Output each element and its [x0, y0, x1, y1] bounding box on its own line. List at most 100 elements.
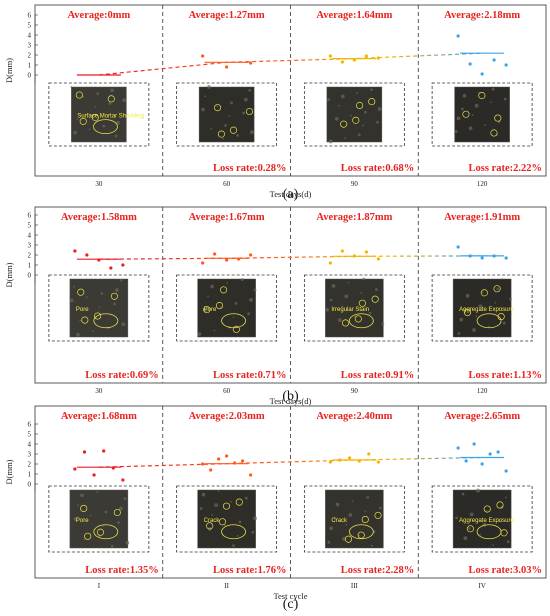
photo-texture	[82, 96, 85, 98]
annotation-ellipse	[348, 524, 374, 540]
defect-marker	[496, 501, 504, 509]
photo-texture	[238, 520, 242, 524]
photo-texture	[338, 104, 340, 107]
photo-texture	[476, 488, 480, 493]
photo-annotation: Pore	[204, 307, 217, 313]
annotation-ellipse	[348, 313, 374, 329]
loss-rate-label: Loss rate:0.69%	[85, 370, 159, 381]
x-axis-label: Test days(d)	[270, 189, 312, 199]
annotation-ellipse	[93, 119, 118, 134]
y-tick-label: 4	[28, 32, 32, 40]
panel-c: 0 1 2 3 4 5 6 D(mm) Average:1.68mm Pore Loss rate:…	[4, 405, 547, 612]
photo-texture	[73, 517, 78, 521]
photo-texture	[247, 312, 251, 316]
photo-texture	[481, 291, 484, 294]
photo-texture	[377, 107, 382, 111]
data-point	[201, 462, 205, 466]
data-point	[492, 254, 496, 258]
loss-rate-label: Loss rate:3.03%	[469, 565, 543, 576]
photo-texture	[114, 134, 118, 138]
x-tick-label: 90	[351, 387, 359, 395]
photo-texture	[362, 277, 366, 281]
data-point	[225, 65, 229, 69]
x-tick-label: I	[98, 582, 101, 590]
data-point	[328, 460, 332, 464]
photo-texture	[236, 534, 239, 537]
defect-marker	[235, 498, 243, 506]
photo-texture	[244, 496, 248, 500]
defect-marker	[84, 532, 92, 540]
photo-texture	[83, 538, 86, 541]
x-tick-label: 120	[477, 180, 488, 188]
photo-texture	[228, 115, 231, 118]
photo-texture	[251, 530, 255, 534]
loss-rate-label: Loss rate:1.76%	[213, 565, 287, 576]
photo-texture	[104, 510, 108, 514]
x-axis-label: Test cycle	[273, 591, 307, 601]
y-tick-label: 6	[28, 421, 32, 429]
data-point	[364, 250, 368, 254]
x-tick-label: 120	[477, 387, 488, 395]
photo-texture	[334, 117, 339, 121]
defect-marker	[80, 504, 88, 512]
y-tick-label: 1	[28, 262, 32, 270]
data-point	[217, 457, 221, 461]
data-point	[328, 54, 332, 58]
photo-texture	[488, 325, 490, 328]
data-point	[376, 56, 380, 60]
defect-marker	[356, 101, 364, 110]
defect-marker	[342, 319, 350, 327]
data-point	[340, 249, 344, 253]
photo-texture	[240, 278, 244, 281]
defect-marker	[358, 299, 366, 307]
y-tick-label: 0	[28, 481, 32, 489]
x-tick-label: 60	[223, 387, 231, 395]
photo-texture	[348, 513, 353, 517]
photo-texture	[224, 124, 227, 127]
y-tick-label: 3	[28, 451, 32, 459]
defect-marker	[480, 289, 488, 297]
photo-texture	[344, 137, 346, 140]
photo-frame	[48, 274, 150, 342]
data-point	[249, 473, 253, 477]
defect-marker	[340, 120, 348, 128]
data-point	[237, 257, 241, 261]
photo-frame	[431, 485, 533, 553]
photo-texture	[368, 311, 372, 315]
photo-texture	[77, 504, 79, 506]
data-point	[480, 462, 484, 466]
loss-rate-label: Loss rate:0.71%	[213, 370, 287, 381]
photo-texture	[199, 507, 203, 510]
panel-b: 0 1 2 3 4 5 6 D(mm) Average:1.58mm Pore Loss rate:…	[4, 206, 547, 406]
data-point	[201, 54, 205, 58]
photo-texture	[230, 101, 233, 105]
photo-texture	[96, 490, 99, 493]
photo-texture	[503, 97, 507, 101]
data-point	[504, 469, 508, 473]
data-point	[352, 254, 356, 258]
photo-texture	[500, 278, 503, 280]
loss-rate-label: Loss rate:0.28%	[213, 163, 287, 174]
sample-photo	[452, 278, 512, 338]
photo-texture	[232, 544, 235, 548]
photo-texture	[362, 124, 365, 127]
photo-texture	[73, 285, 75, 288]
defect-marker	[222, 502, 231, 510]
x-tick-label: IV	[478, 582, 485, 590]
photo-frame	[48, 485, 150, 553]
annotation-ellipse	[221, 524, 246, 540]
photo-texture	[213, 329, 216, 332]
photo-texture	[344, 294, 349, 299]
annotation-ellipse	[93, 524, 119, 540]
average-label: Average:1.68mm	[61, 411, 137, 422]
photo-annotation: Pore	[76, 518, 89, 524]
photo-texture	[333, 517, 337, 520]
defect-marker	[214, 104, 222, 112]
loss-rate-label: Loss rate:1.35%	[85, 565, 159, 576]
photo-texture	[119, 506, 123, 511]
defect-marker	[354, 315, 362, 323]
sample-photo	[452, 489, 512, 549]
data-point	[492, 58, 496, 62]
y-tick-label: 2	[28, 252, 32, 260]
defect-marker	[493, 285, 501, 293]
